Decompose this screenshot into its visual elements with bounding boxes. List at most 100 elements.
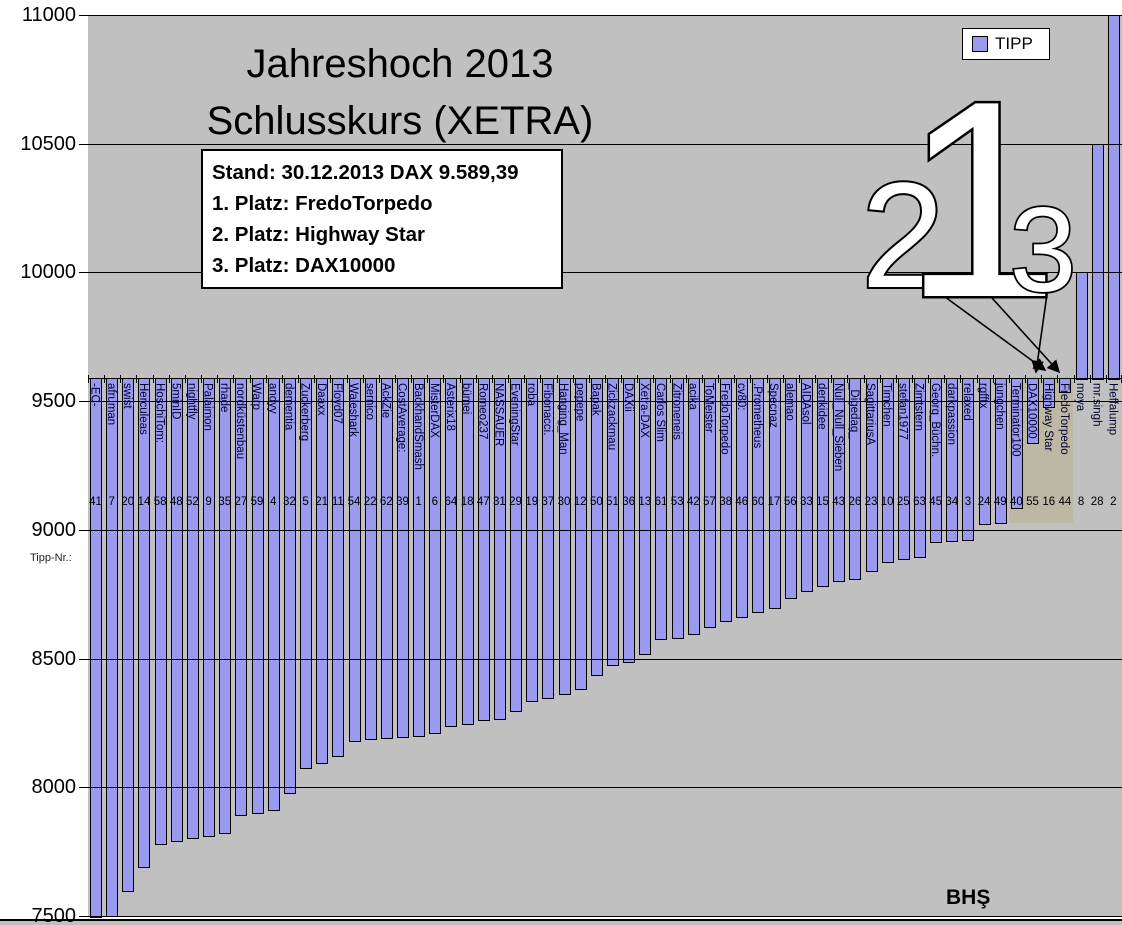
bar-label: Floyd07 [330,383,343,424]
category-tick [782,375,784,383]
category-tick [184,375,186,383]
tipp-number: 6 [431,496,438,508]
bar-label: Null_Null_Sieben [831,383,844,472]
tipp-number: 17 [767,496,781,508]
bar-label: Georg_Büchn. [928,383,941,458]
bar [526,378,539,702]
category-tick [1057,375,1059,383]
info-line-platz2: 2. Platz: Highway Star [212,223,426,246]
category-tick [378,375,380,383]
bar-label: Specnaz [767,383,780,428]
tipp-number: 29 [509,496,522,508]
category-tick [621,375,623,383]
tipp-number: 46 [735,496,749,508]
bar [1075,272,1088,381]
bar [283,378,296,795]
tipp-number: 55 [1026,496,1039,508]
category-tick [1041,375,1043,383]
bottom-strip [0,921,1122,925]
category-tick [411,375,413,383]
tipp-number: 54 [347,496,361,508]
tipp-number: 49 [993,496,1007,508]
tipp-number: 31 [493,496,506,508]
bar [219,378,232,835]
tipp-number: 41 [89,496,102,508]
category-tick [233,375,235,383]
y-axis-label: 9000 [31,518,77,541]
tipp-number: 40 [1010,496,1023,508]
bar-label: Bapak [589,383,602,416]
bar [90,378,102,918]
tipp-number: 56 [783,496,797,508]
info-line-platz3: 3. Platz: DAX10000 [212,254,396,277]
tipp-number: 53 [670,496,684,508]
bar-label: Timchen [880,383,893,427]
bar-label: nightfly [185,383,198,420]
tipp-number: 45 [929,496,943,508]
y-axis-label: 7500 [31,905,77,925]
tipp-number: 48 [169,496,183,508]
category-tick [879,375,881,383]
tipp-number: 57 [703,496,716,508]
category-tick [540,375,542,383]
category-tick [1105,375,1107,383]
bar [186,378,199,840]
bar-label: AIDAsol [799,383,812,425]
bar [590,378,603,676]
bar [170,378,183,843]
tipp-number: 38 [719,496,732,508]
y-axis-label: 11000 [21,4,76,26]
chart-title: Jahreshoch 2013 Schlusskurs (XETRA) [178,36,622,150]
y-axis-tick [79,916,88,917]
category-tick [653,375,655,383]
category-tick [734,375,736,383]
bar-label: Fibonacci. [541,383,554,436]
tipp-number: 22 [363,496,377,508]
bar-label: -EC- [88,383,101,407]
category-tick [572,375,574,383]
category-tick [459,375,461,383]
category-tick [104,375,106,383]
category-tick [281,375,283,383]
tipp-number: 21 [315,496,329,508]
bar-label: MisterDAX [427,383,440,438]
bar-label: andyy [266,383,279,414]
bar-label: darkpassion [944,383,957,446]
tipp-number: 14 [137,496,151,508]
bar-label: Asterix18 [444,383,457,431]
tipp-number: 64 [444,496,458,508]
bar-label: rgfftx [977,383,990,409]
category-tick [362,375,364,383]
tipp-number: 23 [864,496,878,508]
tipp-number: 42 [686,496,700,508]
tipp-number: 26 [848,496,862,508]
category-tick [928,375,930,383]
y-axis-label: 10500 [20,132,76,155]
bar-label: alemao [783,383,796,421]
y-axis-tick [79,143,88,145]
bar-label: 5minID [169,383,182,420]
category-tick [524,375,526,383]
bar [461,378,474,725]
tipp-number: 18 [460,496,474,508]
category-tick [831,375,833,383]
category-tick [605,375,606,383]
category-tick [168,375,170,383]
bar-label: SagittariusA [864,383,877,446]
bar [380,378,393,740]
category-tick [750,375,752,383]
axis-title: Tipp-Nr.: [30,552,72,564]
category-tick [637,375,639,383]
tipp-number: 50 [589,496,603,508]
gridline [88,529,1122,531]
bar-label: Highway Star [1041,383,1054,452]
bar-label: rhade [217,383,230,413]
gridline [88,401,1122,403]
tipp-number: 12 [573,496,587,508]
y-axis-label: 8500 [31,647,77,670]
tipp-number: 24 [977,496,991,508]
bar-label: mr.singh [1090,383,1103,427]
category-tick [201,375,203,383]
tipp-number: 47 [476,496,490,508]
